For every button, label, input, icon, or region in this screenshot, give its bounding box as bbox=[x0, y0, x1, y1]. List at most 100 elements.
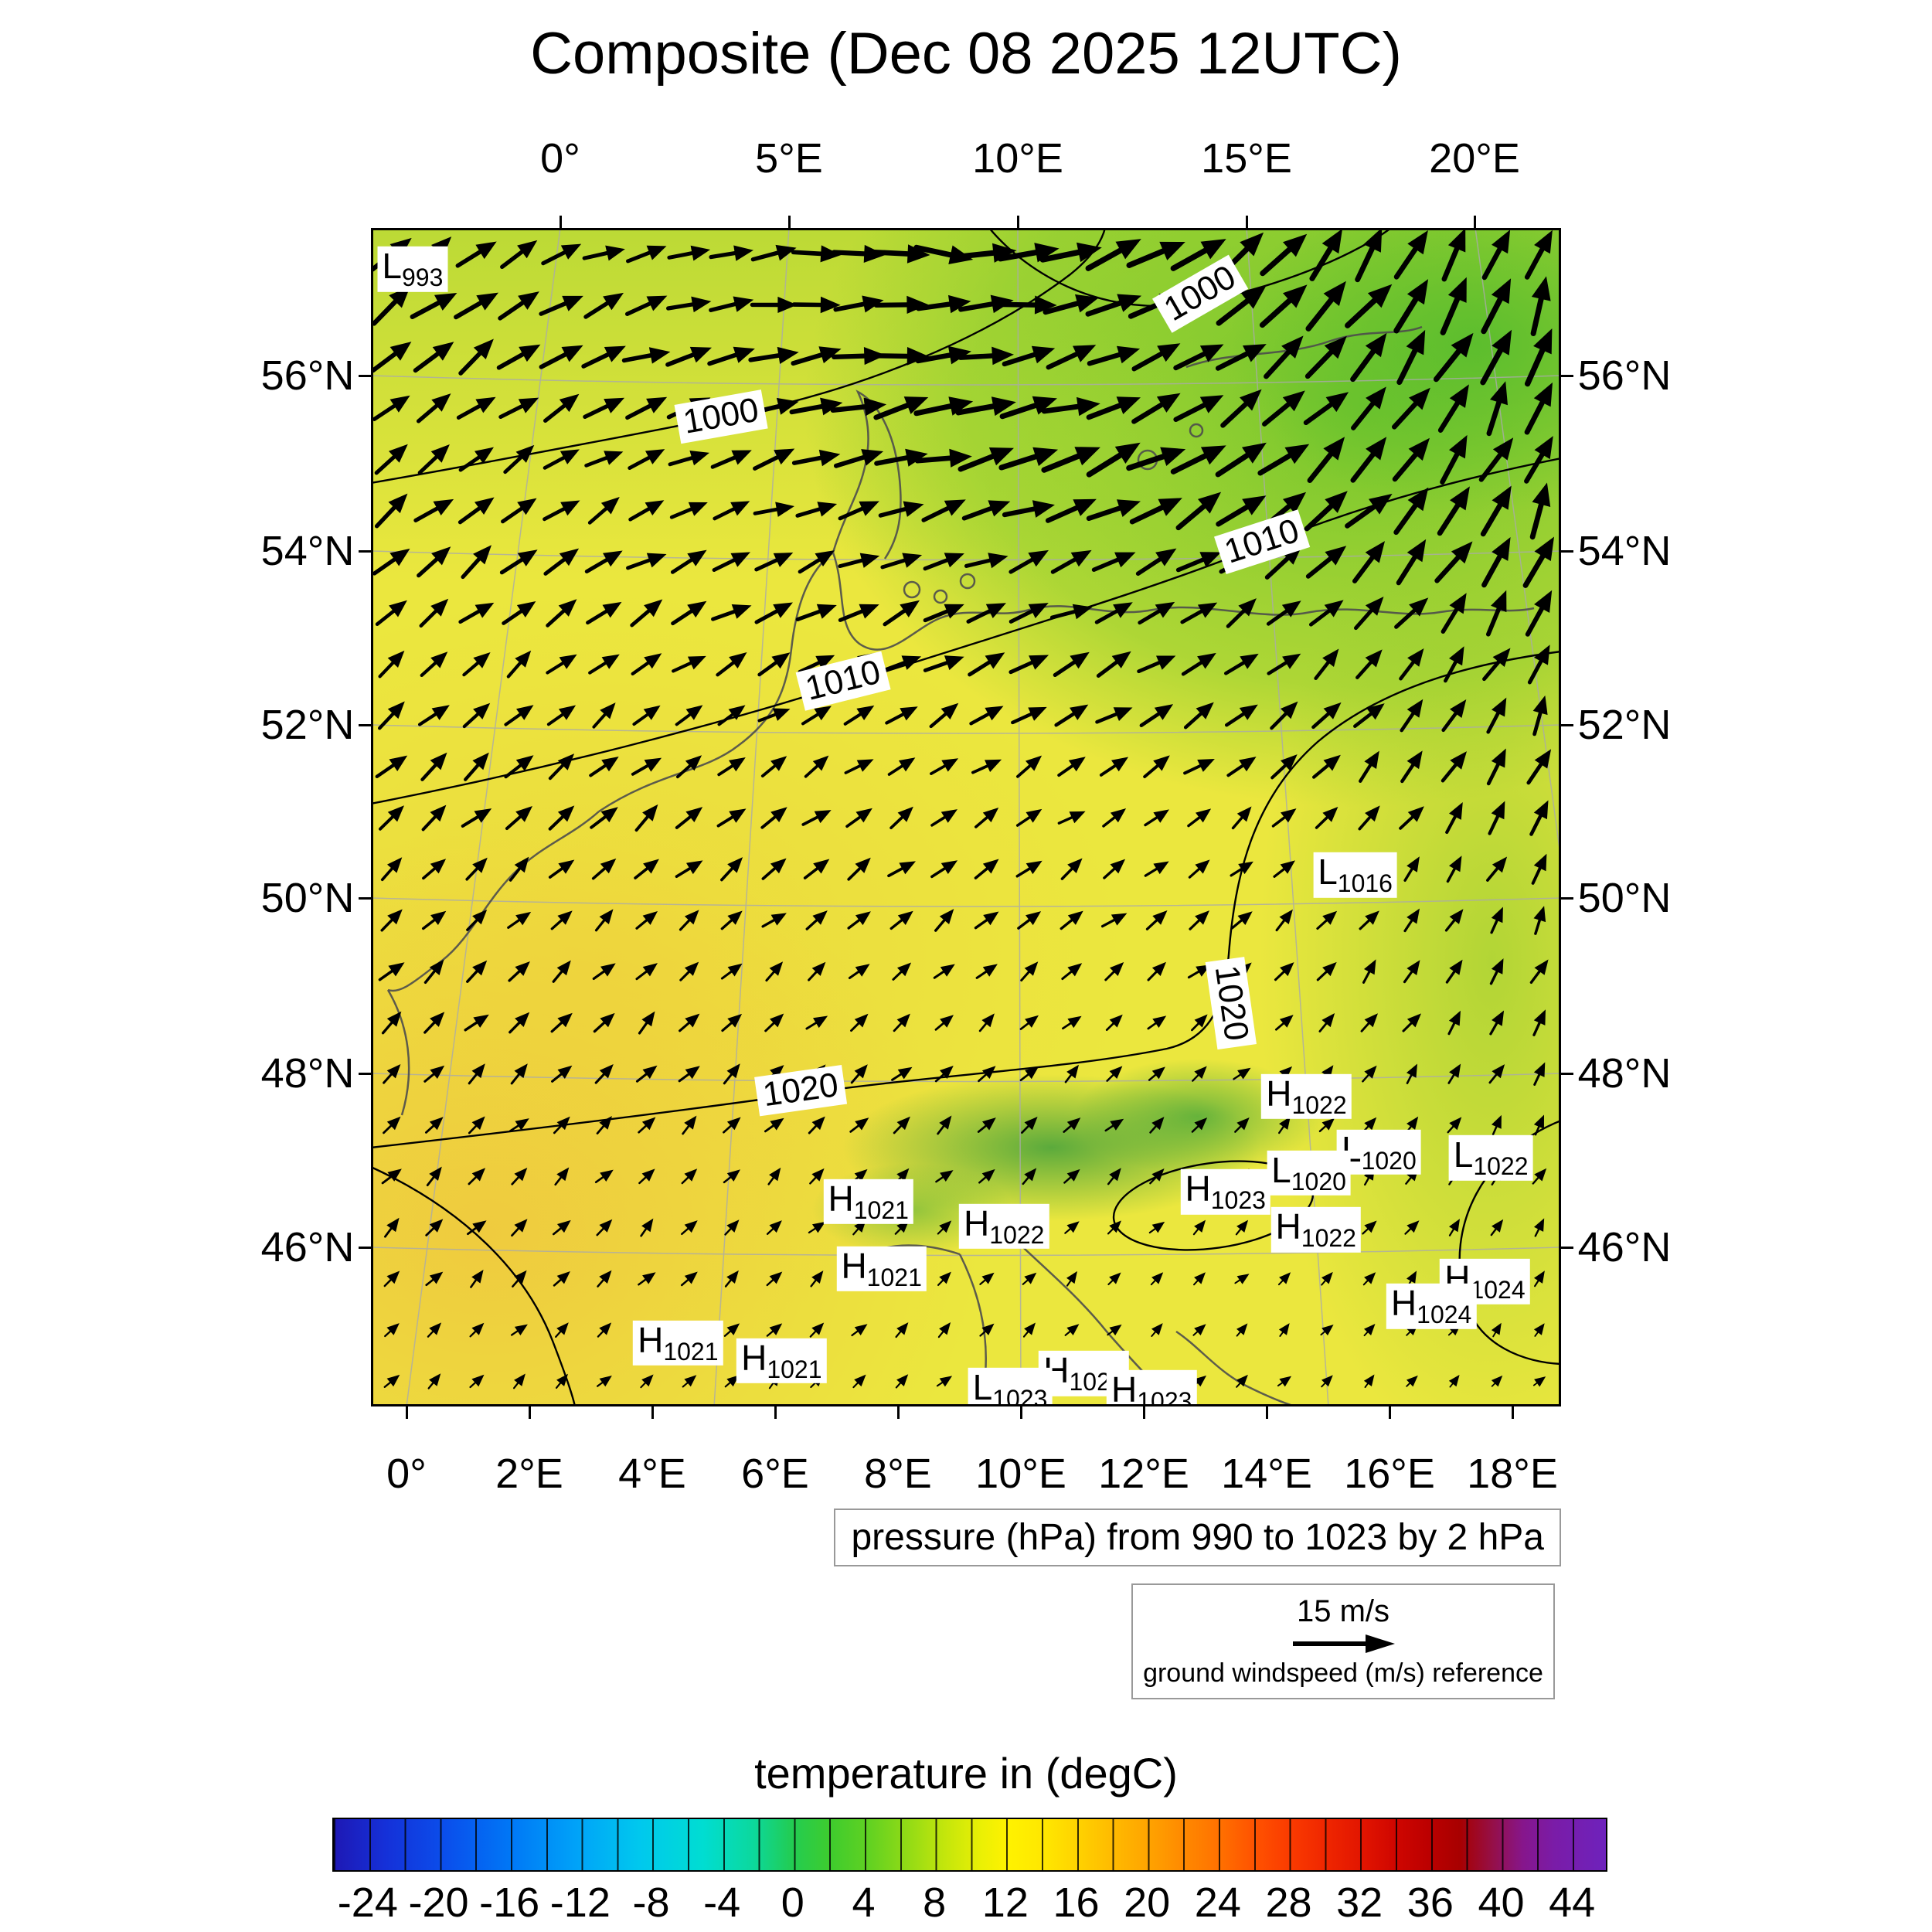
map-label-overlay: L993 L1016 H1022 L1020 L1022 L1020 H1023 H1021 H… bbox=[371, 228, 1561, 1406]
axis-tick bbox=[359, 1246, 371, 1249]
wind-reference-speed: 15 m/s bbox=[1296, 1594, 1390, 1628]
axis-label-left: 52°N bbox=[260, 702, 355, 748]
colorbar-tick-label: -4 bbox=[703, 1879, 741, 1926]
colorbar-tick-label: -24 bbox=[337, 1879, 398, 1926]
colorbar-tick-label: 16 bbox=[1053, 1879, 1100, 1926]
isobar-value-label: 1010 bbox=[1214, 509, 1311, 574]
colorbar-tick-label: 32 bbox=[1336, 1879, 1383, 1926]
pressure-center-label: L993 bbox=[377, 247, 448, 292]
wind-reference-arrow-icon bbox=[1293, 1634, 1395, 1653]
axis-label-bottom: 2°E bbox=[495, 1451, 563, 1497]
isobar-value-label: 1010 bbox=[796, 651, 891, 710]
axis-label-right: 54°N bbox=[1577, 528, 1672, 574]
isobar-value-label: 1020 bbox=[754, 1065, 847, 1117]
axis-tick bbox=[1561, 549, 1573, 553]
axis-tick bbox=[1511, 1406, 1514, 1419]
axis-label-left: 48°N bbox=[260, 1050, 355, 1097]
pressure-center-label: H1021 bbox=[836, 1246, 927, 1291]
axis-label-left: 56°N bbox=[260, 352, 355, 399]
pressure-center-label: H1023 bbox=[1107, 1369, 1197, 1406]
colorbar-tick-label: 4 bbox=[852, 1879, 876, 1926]
colorbar-tick-label: -20 bbox=[408, 1879, 469, 1926]
axis-tick bbox=[1265, 1406, 1268, 1419]
pressure-center-label: L1020 bbox=[1267, 1151, 1351, 1196]
axis-label-top: 0° bbox=[540, 135, 580, 182]
axis-tick bbox=[1142, 1406, 1145, 1419]
axis-tick bbox=[1473, 216, 1476, 228]
pressure-center-label: H1024 bbox=[1386, 1284, 1477, 1329]
axis-tick bbox=[774, 1406, 777, 1419]
axis-label-bottom: 0° bbox=[386, 1451, 427, 1497]
axis-tick bbox=[1561, 723, 1573, 726]
colorbar-tick-label: 0 bbox=[781, 1879, 804, 1926]
axis-tick bbox=[1561, 896, 1573, 900]
axis-tick bbox=[1245, 216, 1248, 228]
pressure-center-label: H1022 bbox=[1270, 1207, 1361, 1253]
pressure-center-label: H1021 bbox=[823, 1179, 913, 1224]
pressure-center-label: L1022 bbox=[1448, 1135, 1533, 1181]
axis-label-right: 50°N bbox=[1577, 875, 1672, 921]
axis-tick bbox=[405, 1406, 408, 1419]
pressure-center-label: L1016 bbox=[1313, 852, 1397, 898]
colorbar-tick-label: 36 bbox=[1406, 1879, 1454, 1926]
axis-label-bottom: 14°E bbox=[1221, 1451, 1312, 1497]
axis-label-right: 52°N bbox=[1577, 702, 1672, 748]
axis-label-bottom: 12°E bbox=[1098, 1451, 1189, 1497]
isobar-value-label: 1020 bbox=[1206, 957, 1257, 1050]
pressure-center-label: L1023 bbox=[968, 1367, 1053, 1406]
colorbar-tick-label: 28 bbox=[1265, 1879, 1312, 1926]
chart-title: Composite (Dec 08 2025 12UTC) bbox=[530, 21, 1402, 87]
axis-tick bbox=[1019, 1406, 1022, 1419]
axis-label-top: 10°E bbox=[972, 135, 1063, 182]
axis-label-top: 15°E bbox=[1201, 135, 1292, 182]
axis-label-top: 5°E bbox=[755, 135, 823, 182]
axis-label-bottom: 16°E bbox=[1344, 1451, 1435, 1497]
axis-label-bottom: 10°E bbox=[975, 1451, 1066, 1497]
pressure-contour-note: pressure (hPa) from 990 to 1023 by 2 hPa bbox=[834, 1509, 1561, 1566]
colorbar-tick-label: 12 bbox=[981, 1879, 1029, 1926]
axis-tick bbox=[359, 549, 371, 553]
pressure-center-label: L1020 bbox=[1336, 1129, 1421, 1175]
pressure-center-label: H1021 bbox=[736, 1338, 827, 1383]
colorbar-tick-label: -16 bbox=[479, 1879, 540, 1926]
pressure-center-label: H1023 bbox=[1180, 1169, 1270, 1215]
wind-reference-legend: 15 m/s ground windspeed (m/s) reference bbox=[1131, 1583, 1555, 1699]
wind-arrows bbox=[371, 228, 1554, 1389]
axis-label-left: 46°N bbox=[260, 1224, 355, 1270]
colorbar-tick-label: 40 bbox=[1478, 1879, 1525, 1926]
axis-label-top: 20°E bbox=[1429, 135, 1520, 182]
axis-label-bottom: 8°E bbox=[864, 1451, 932, 1497]
axis-label-right: 46°N bbox=[1577, 1224, 1672, 1270]
axis-tick bbox=[1016, 216, 1019, 228]
isobar-value-label: 1000 bbox=[1152, 255, 1249, 333]
colorbar-tick-label: 24 bbox=[1194, 1879, 1241, 1926]
axis-label-right: 48°N bbox=[1577, 1050, 1672, 1097]
pressure-center-label: H1022 bbox=[1261, 1073, 1352, 1120]
wind-reference-caption: ground windspeed (m/s) reference bbox=[1143, 1658, 1543, 1688]
colorbar-tick-label: -12 bbox=[549, 1879, 611, 1926]
pressure-center-label: H1022 bbox=[959, 1203, 1049, 1249]
axis-tick bbox=[359, 723, 371, 726]
axis-label-bottom: 18°E bbox=[1467, 1451, 1558, 1497]
axis-tick bbox=[1561, 374, 1573, 377]
axis-tick bbox=[787, 216, 791, 228]
axis-tick bbox=[1388, 1406, 1391, 1419]
axis-tick bbox=[359, 896, 371, 900]
colorbar-tick-label: 8 bbox=[923, 1879, 947, 1926]
axis-tick bbox=[896, 1406, 900, 1419]
axis-tick bbox=[1561, 1246, 1573, 1249]
axis-tick bbox=[359, 1072, 371, 1075]
axis-label-right: 56°N bbox=[1577, 352, 1672, 399]
axis-tick bbox=[1561, 1072, 1573, 1075]
pressure-center-label: H1021 bbox=[633, 1320, 723, 1366]
axis-label-left: 54°N bbox=[260, 528, 355, 574]
isobar-value-label: 1000 bbox=[674, 389, 768, 444]
colorbar-title: temperature in (degC) bbox=[754, 1749, 1178, 1798]
axis-label-bottom: 4°E bbox=[618, 1451, 686, 1497]
colorbar-tick-label: 20 bbox=[1124, 1879, 1171, 1926]
axis-tick bbox=[528, 1406, 531, 1419]
axis-tick bbox=[359, 374, 371, 377]
axis-label-bottom: 6°E bbox=[741, 1451, 809, 1497]
axis-label-left: 50°N bbox=[260, 875, 355, 921]
